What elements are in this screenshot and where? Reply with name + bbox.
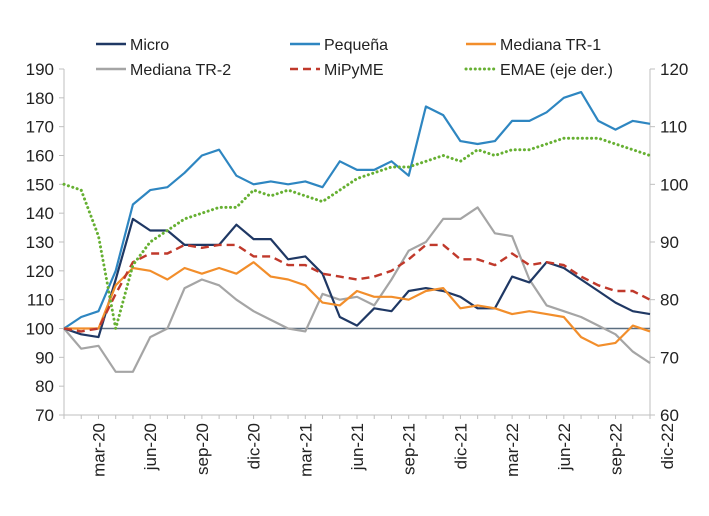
series-line-peque-a [63,90,651,330]
left-tick-label: 190 [26,60,54,79]
left-tick-label: 140 [26,204,54,223]
left-tick-label: 80 [35,377,54,396]
chart-legend: Micro Pequeña Mediana TR-1 Mediana TR-2 MiPy… [96,37,613,79]
x-tick-label: sep-22 [607,423,626,475]
right-tick-label: 70 [660,348,679,367]
x-tick-label: jun-20 [141,423,160,471]
x-tick-label: mar-21 [296,423,315,477]
left-tick-label: 70 [35,406,54,425]
x-tick-label: dic-21 [451,423,470,469]
x-tick-label: sep-20 [193,423,212,475]
legend-label: EMAE (eje der.) [500,62,613,79]
series-line-mediana-tr-1 [64,261,651,347]
left-tick-label: 170 [26,118,54,137]
x-tick-label: dic-20 [245,423,264,469]
right-tick-label: 80 [660,291,679,310]
legend-label: MiPyME [324,62,384,79]
right-tick-label: 120 [660,60,688,79]
legend-label: Pequeña [324,37,388,54]
x-tick-label: mar-20 [89,423,108,477]
left-tick-label: 150 [26,175,54,194]
right-tick-label: 100 [660,175,688,194]
series-line-emae-eje-der [62,136,652,330]
x-tick-label: dic-22 [658,423,677,469]
right-tick-label: 60 [660,406,679,425]
x-tick-label: sep-21 [400,423,419,475]
left-tick-label: 130 [26,233,54,252]
left-tick-label: 100 [26,320,54,339]
left-tick-label: 120 [26,262,54,281]
left-tick-label: 180 [26,89,54,108]
x-tick-label: jun-22 [555,423,574,471]
legend-label: Micro [130,37,169,54]
left-tick-label: 110 [27,291,54,310]
series-line-mediana-tr-2 [63,206,651,373]
x-tick-label: jun-21 [348,423,367,471]
series-line-micro [63,217,651,339]
series-line-mipyme [63,243,651,333]
right-tick-label: 90 [660,233,679,252]
series-layer [62,90,652,373]
x-tick-label: mar-22 [503,423,522,477]
chart-axes: 70 80 90 100 110 120 130 140 150 160 170 180 190 60 70… [26,60,689,477]
right-tick-label: 110 [660,118,687,137]
legend-label: Mediana TR-1 [500,37,601,54]
left-tick-label: 160 [26,147,54,166]
left-tick-label: 90 [35,348,54,367]
legend-label: Mediana TR-2 [130,62,231,79]
